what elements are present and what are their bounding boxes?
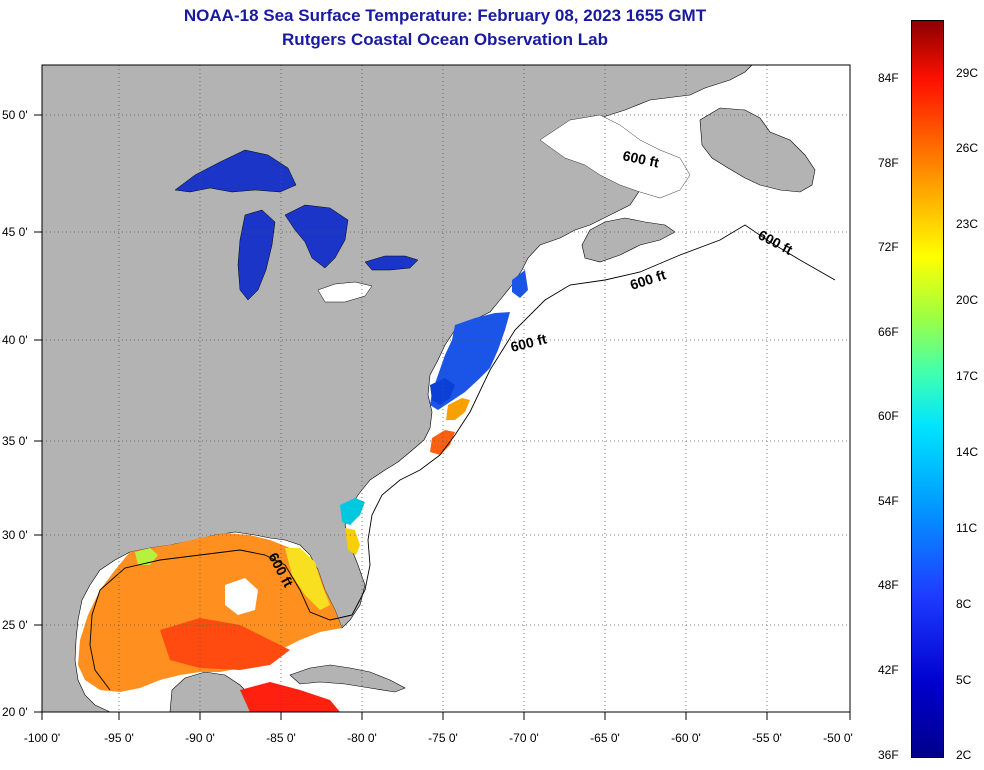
- sst-hatteras-hot: [430, 430, 455, 455]
- map-subtitle: Rutgers Coastal Ocean Observation Lab: [282, 30, 608, 49]
- contour-600ft-florida: [351, 454, 441, 616]
- sst-hatteras-warm: [446, 398, 470, 420]
- x-tick-label: -50 0': [823, 731, 853, 745]
- sst-gulf-hot-core: [160, 618, 290, 670]
- colorbar-c-label: 8C: [956, 597, 972, 611]
- colorbar-f-label: 54F: [878, 494, 899, 508]
- x-tick-label: -80 0': [347, 731, 377, 745]
- colorbar-f-label: 48F: [878, 578, 899, 592]
- x-tick-label: -100 0': [23, 731, 61, 745]
- lake-superior: [174, 149, 297, 193]
- y-tick-label: 20 0': [2, 705, 28, 719]
- colorbar-f-label: 84F: [878, 71, 899, 85]
- y-tick-label: 45 0': [2, 225, 28, 239]
- plot-frame: [41, 64, 851, 713]
- axis-ticks: [34, 114, 851, 720]
- contour-600ft-gulf: [89, 549, 353, 691]
- x-tick-label: -60 0': [671, 731, 701, 745]
- temperature-colorbar: [911, 20, 944, 758]
- colorbar-f-label: 42F: [878, 663, 899, 677]
- colorbar-c-label: 23C: [956, 217, 979, 231]
- colorbar-f-label: 36F: [878, 748, 899, 762]
- lake-michigan: [237, 209, 276, 301]
- lake-huron: [284, 204, 349, 269]
- colorbar-f-label: 66F: [878, 325, 899, 339]
- colorbar-f-label: 78F: [878, 156, 899, 170]
- colorbar-f-label: 60F: [878, 409, 899, 423]
- cloud-gap-gulf: [225, 578, 258, 615]
- y-tick-label: 30 0': [2, 528, 28, 542]
- x-tick-label: -95 0': [104, 731, 134, 745]
- colorbar-c-label: 29C: [956, 66, 979, 80]
- lake-erie: [364, 255, 419, 271]
- colorbar-c-label: 11C: [956, 521, 978, 535]
- colorbar-c-label: 5C: [956, 673, 972, 687]
- colorbar-f-label: 72F: [878, 240, 899, 254]
- sst-florida-west: [345, 528, 360, 555]
- y-tick-label: 35 0': [2, 434, 28, 448]
- sst-gulf-cool-shelf: [285, 548, 330, 610]
- colorbar-c-label: 14C: [956, 445, 979, 459]
- x-tick-label: -55 0': [752, 731, 782, 745]
- y-tick-label: 50 0': [2, 108, 28, 122]
- x-tick-label: -85 0': [266, 731, 296, 745]
- x-tick-label: -75 0': [428, 731, 458, 745]
- sst-florida-atlantic: [340, 498, 365, 525]
- y-tick-label: 40 0': [2, 333, 28, 347]
- colorbar-c-label: 2C: [956, 748, 972, 762]
- x-tick-label: -70 0': [509, 731, 539, 745]
- y-tick-label: 25 0': [2, 618, 28, 632]
- map-title: NOAA-18 Sea Surface Temperature: Februar…: [183, 6, 707, 25]
- sst-caribbean-hot: [240, 682, 340, 712]
- x-tick-label: -90 0': [185, 731, 215, 745]
- contour-600ft-shelf: [439, 224, 836, 456]
- sst-gulf-texas-shelf: [135, 548, 158, 565]
- sst-chesapeake: [430, 378, 455, 405]
- colorbar-c-label: 26C: [956, 141, 979, 155]
- contour-label-1: 600 ft: [621, 147, 660, 170]
- colorbar-c-label: 17C: [956, 369, 979, 383]
- x-tick-label: -65 0': [590, 731, 620, 745]
- land-cuba: [289, 664, 406, 693]
- lake-ontario: [317, 281, 373, 303]
- shelf-gulf-st-lawrence: [539, 114, 691, 199]
- graticule: [42, 65, 850, 712]
- colorbar-c-label: 20C: [956, 293, 979, 307]
- sst-gulf-north: [78, 533, 342, 692]
